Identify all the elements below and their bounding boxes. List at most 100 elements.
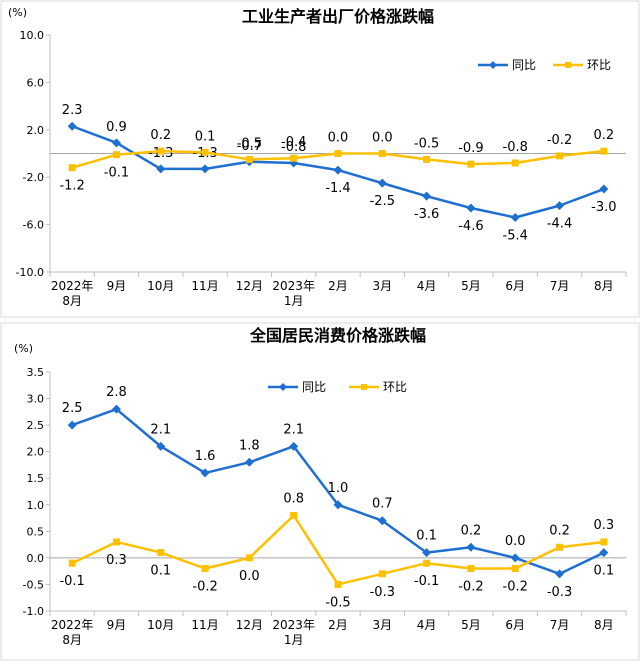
y-tick-label: -1.0 [23,605,44,618]
data-label-mom: -0.1 [414,574,439,589]
data-point-yoy [422,548,432,558]
data-label-yoy: -0.7 [237,139,262,154]
ppi-chart: 工业生产者出厂价格涨跌幅 (%) 10.0 6.0 2.0 -2.0 -6.0 -10.0 20… [0,0,640,318]
data-point-yoy [333,165,343,175]
y-tick-label: 0.0 [27,552,45,565]
data-point-mom [556,152,564,160]
x-tick-label: 4月 [417,279,437,293]
y-tick-label: 2.0 [27,124,45,137]
data-point-yoy [156,164,166,174]
x-tick-label: 2022年 [51,618,94,632]
x-tick-label: 9月 [107,618,127,632]
x-tick-label: 12月 [236,279,263,293]
data-label-mom: -0.2 [192,580,217,595]
data-point-mom [334,150,342,157]
data-point-mom [201,565,209,573]
data-point-mom [423,155,431,163]
y-tick-label: -0.5 [23,578,44,591]
data-point-mom [600,538,608,546]
x-tick-label: 1月 [284,294,304,308]
data-point-mom [467,565,475,573]
x-tick-label: 12月 [236,618,263,632]
data-point-yoy [111,138,121,148]
data-label-mom: -0.4 [281,135,306,150]
y-tick-label: 0.5 [27,525,45,538]
chart-title: 全国居民消费价格涨跌幅 [249,326,426,345]
data-label-mom: -1.2 [59,179,84,194]
data-label-yoy: -0.8 [281,140,306,155]
data-point-yoy [156,441,166,451]
x-tick-label: 7月 [550,618,570,632]
x-tick-label: 6月 [505,279,525,293]
y-tick-label: -10.0 [16,266,44,279]
data-point-mom [600,147,608,155]
x-tick-label: 6月 [505,618,525,632]
data-label-mom: 0.2 [150,128,171,143]
data-point-yoy [599,184,609,194]
cpi-chart: 全国居民消费价格涨跌幅 (%) 3.5 3.0 2.5 2.0 1.5 1.0 0.5 0.0 -0… [0,322,640,661]
y-tick-label: -2.0 [23,171,44,184]
y-tick-label: 1.5 [27,472,45,485]
data-label-yoy: 2.1 [283,422,304,437]
x-tick-label: 11月 [191,618,218,632]
data-point-yoy [466,542,476,552]
data-label-yoy: -3.0 [591,200,616,215]
data-label-mom: 0.2 [594,128,615,143]
data-label-yoy: 1.0 [328,481,349,496]
data-point-yoy [289,441,299,451]
data-label-mom: -0.3 [370,585,395,600]
x-tick-label: 5月 [461,618,481,632]
data-point-mom [423,559,431,567]
data-point-yoy [333,500,343,510]
data-label-yoy: -5.4 [503,228,528,243]
data-label-mom: 0.0 [372,131,393,146]
data-point-yoy [244,457,254,467]
data-point-yoy [555,569,565,579]
y-axis-unit: (%) [14,342,33,355]
data-point-yoy [111,404,121,414]
legend-marker [565,62,571,68]
x-tick-label: 7月 [550,279,570,293]
chart-title: 工业生产者出厂价格涨跌幅 [242,7,434,26]
data-point-mom [68,559,76,567]
data-label-mom: 0.3 [106,553,127,568]
x-tick-label: 2022年 [51,279,94,293]
data-point-yoy [377,516,387,526]
data-label-mom: 0.1 [150,564,171,579]
data-point-mom [378,570,386,578]
legend-label: 环比 [587,58,611,72]
y-tick-label: 1.0 [27,499,45,512]
data-point-mom [112,151,120,159]
data-label-yoy: 2.8 [106,385,127,400]
y-tick-label: 6.0 [27,76,45,89]
data-label-yoy: -4.4 [547,217,572,232]
data-label-yoy: -4.6 [458,219,483,234]
y-tick-label: 3.0 [27,393,45,406]
y-tick-label: 3.5 [27,366,45,379]
data-label-mom: 0.0 [239,569,260,584]
legend-label: 同比 [302,380,326,394]
x-tick-label: 8月 [62,633,82,647]
chart-frame [0,322,640,661]
x-tick-label: 8月 [594,618,614,632]
data-label-mom: -0.2 [547,133,572,148]
data-label-yoy: -2.5 [370,194,395,209]
data-label-yoy: 0.0 [505,534,526,549]
data-point-yoy [466,203,476,213]
data-point-mom [511,565,519,573]
data-point-yoy [510,553,520,563]
legend-marker [489,61,497,69]
data-point-mom [68,164,76,172]
x-tick-label: 4月 [417,618,437,632]
data-label-mom: 0.2 [549,523,570,538]
data-label-yoy: -1.4 [325,181,350,196]
y-tick-label: 2.5 [27,419,45,432]
data-point-yoy [377,178,387,188]
x-tick-label: 3月 [372,618,392,632]
data-point-mom [556,543,564,551]
x-tick-label: 11月 [191,279,218,293]
data-point-yoy [200,468,210,478]
data-label-yoy: 1.6 [195,449,216,464]
data-label-mom: 0.3 [594,518,615,533]
